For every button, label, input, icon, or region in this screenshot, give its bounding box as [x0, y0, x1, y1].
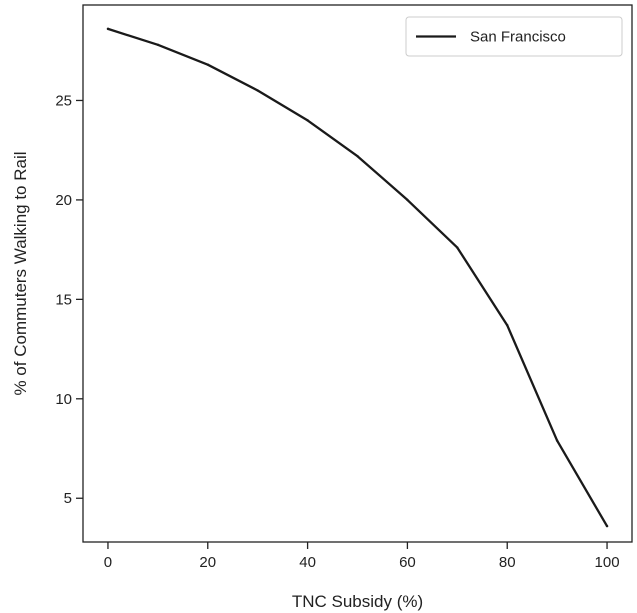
axes: 0 20 40 60 80 100 5 10 15 20 25: [55, 4, 633, 571]
data-point-0-1: [156, 43, 160, 46]
legend: San Francisco: [405, 16, 623, 57]
plot-frame: [82, 4, 633, 543]
y-tick-label-20: 20: [55, 192, 72, 209]
x-tick-label-60: 60: [399, 554, 416, 571]
data-point-0-5: [356, 154, 359, 158]
y-axis-title: % of Commuters Walking to Rail: [11, 151, 30, 395]
x-axis-title: TNC Subsidy (%): [292, 592, 423, 611]
data-point-0-6: [406, 198, 409, 202]
data-point-0-0: [106, 27, 110, 31]
y-tick-label-5: 5: [64, 490, 72, 507]
series-layer: [106, 27, 609, 528]
legend-box: [405, 16, 623, 57]
data-point-0-9: [555, 439, 559, 442]
x-tick-label-20: 20: [199, 554, 216, 571]
data-point-0-10: [605, 524, 609, 528]
data-point-0-4: [306, 119, 309, 122]
y-tick-label-10: 10: [55, 391, 72, 408]
legend-label-0: San Francisco: [470, 29, 566, 46]
x-tick-label-0: 0: [104, 554, 112, 571]
y-tick-label-25: 25: [55, 92, 72, 109]
data-point-0-8: [506, 324, 509, 327]
data-point-0-7: [456, 246, 459, 249]
x-tick-label-40: 40: [299, 554, 316, 571]
y-tick-label-15: 15: [55, 291, 72, 308]
data-point-0-3: [256, 89, 259, 92]
data-point-0-2: [206, 63, 209, 66]
x-tick-label-80: 80: [499, 554, 516, 571]
x-tick-label-100: 100: [595, 554, 620, 571]
series-line-0: [106, 27, 609, 528]
